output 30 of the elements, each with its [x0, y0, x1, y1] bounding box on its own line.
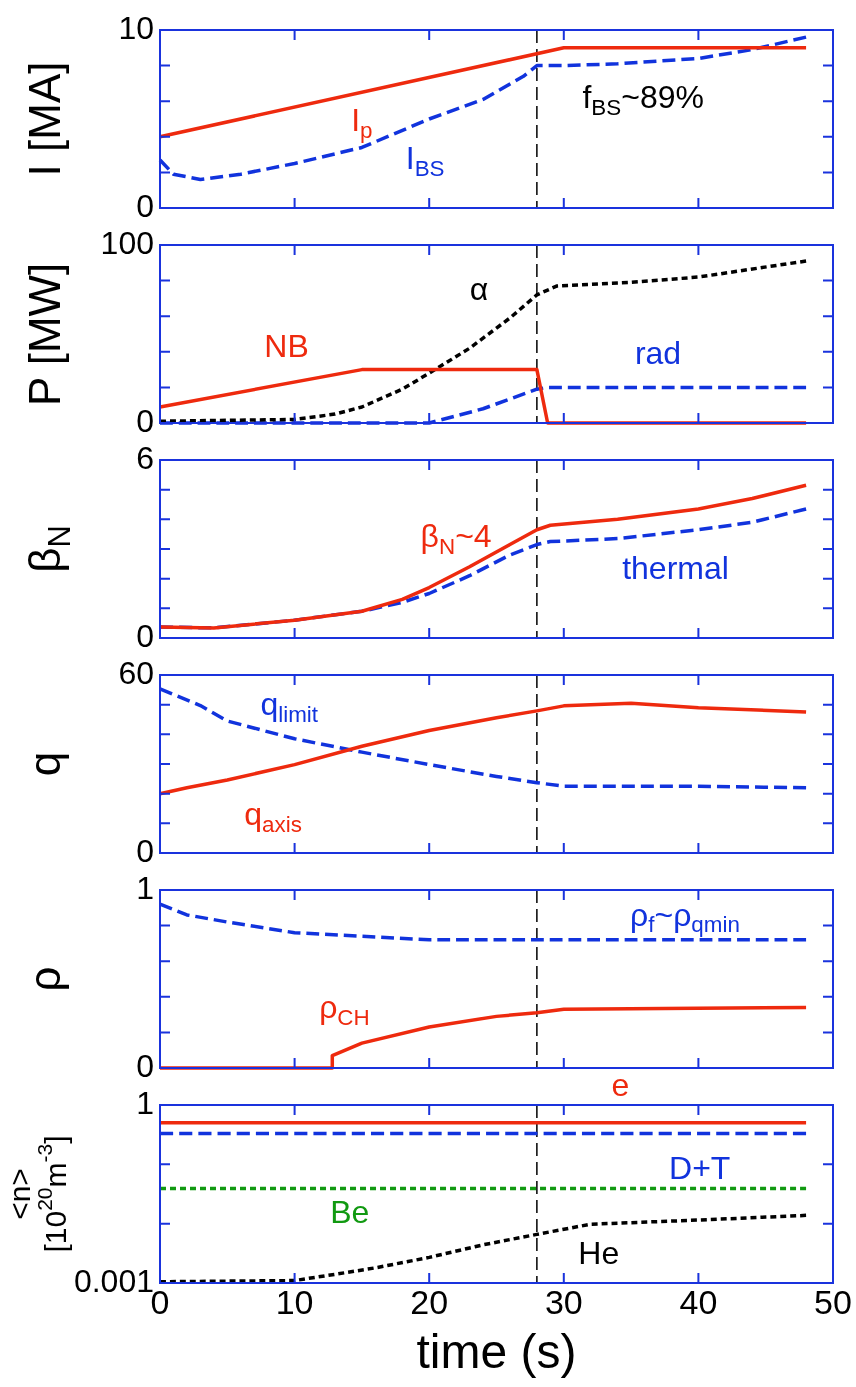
x-tick-label: 40: [679, 1283, 718, 1322]
y-axis-title: ρ: [20, 966, 70, 992]
y-tick-label: 1: [136, 1084, 154, 1121]
y-tick-label: 0: [136, 617, 154, 654]
series-label: α: [469, 271, 489, 308]
x-tick-label: 10: [275, 1283, 314, 1322]
y-tick-label: 0: [136, 402, 154, 439]
y-tick-label: 1: [136, 869, 154, 906]
y-axis-title: I [MA]: [20, 61, 70, 177]
y-axis-title: βN: [20, 525, 77, 573]
y-axis-title: P [MW]: [20, 262, 70, 407]
series-label: thermal: [622, 549, 729, 586]
y-tick-label: 0: [136, 187, 154, 224]
y-tick-label: 60: [118, 654, 154, 691]
series-label: He: [578, 1234, 620, 1271]
y-tick-label: 100: [100, 224, 154, 261]
y-tick-label: 0: [136, 832, 154, 869]
series-label: Be: [330, 1193, 370, 1230]
y-axis-title: q: [20, 751, 70, 777]
x-tick-label: 20: [410, 1283, 449, 1322]
y-tick-label: 10: [118, 9, 154, 46]
x-tick-label: 30: [544, 1283, 583, 1322]
y-tick-label: 6: [136, 439, 154, 476]
series-label: rad: [634, 335, 682, 372]
x-axis-title: time (s): [416, 1325, 577, 1379]
y-tick-label: 0: [136, 1047, 154, 1084]
series-label: e: [611, 1067, 630, 1104]
series-label: NB: [264, 328, 309, 365]
legend-label: D+T: [669, 1150, 731, 1187]
x-tick-label: 50: [814, 1283, 852, 1322]
